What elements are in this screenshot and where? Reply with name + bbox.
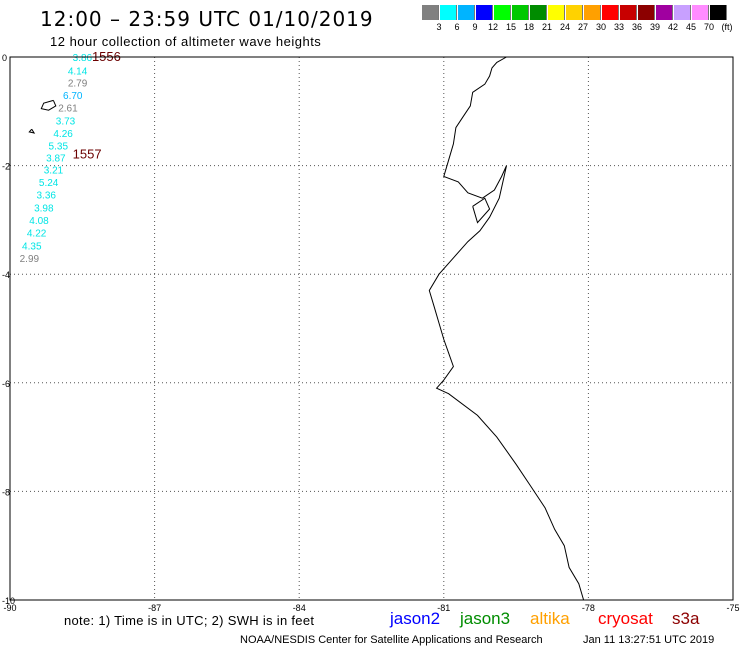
- satellite-name-s3a: s3a: [672, 609, 700, 628]
- legend-unit: (ft): [721, 22, 733, 32]
- legend-swatch: [710, 5, 727, 20]
- legend-label: 45: [685, 22, 696, 32]
- wave-height-label: 4.26: [53, 129, 73, 140]
- wave-height-label: 3.36: [37, 190, 57, 201]
- legend-label: 70: [703, 22, 714, 32]
- legend-swatch: [566, 5, 583, 20]
- wave-height-label: 4.22: [27, 228, 47, 239]
- axis-ticks: -90 -87 -84 -81 -78 -75 0 -2 -4 -6 -8 -10: [2, 53, 740, 613]
- legend-swatch: [530, 5, 547, 20]
- legend-swatch: [620, 5, 637, 20]
- legend-swatch: [674, 5, 691, 20]
- wave-height-label: 3.98: [34, 203, 54, 214]
- footer-note: note: 1) Time is in UTC; 2) SWH is in fe…: [64, 613, 315, 628]
- lat-tick-label: -8: [2, 487, 10, 497]
- wave-height-label: 5.24: [39, 178, 59, 189]
- wave-height-label: 3.73: [56, 117, 76, 128]
- satellite-name-jason2: jason2: [390, 609, 441, 628]
- legend-label: 12: [487, 22, 498, 32]
- wave-height-label: 4.14: [68, 67, 88, 78]
- lon-tick-label: -75: [726, 603, 739, 613]
- wave-height-label: 2.99: [20, 254, 40, 265]
- satellite-name-altika: altika: [530, 609, 570, 628]
- lat-tick-label: -2: [2, 162, 10, 172]
- lat-tick-label: -10: [2, 596, 15, 606]
- legend-label: 18: [523, 22, 534, 32]
- legend-swatch: [458, 5, 475, 20]
- lat-tick-label: -6: [2, 379, 10, 389]
- map-title: 12:00 – 23:59 UTC 01/10/2019: [40, 7, 374, 31]
- lat-tick-label: 0: [2, 53, 7, 63]
- wave-height-label: 6.70: [63, 91, 83, 102]
- wave-observations: 3.86 4.142.796.702.61 3.734.26 5.353.873.21…: [20, 49, 121, 265]
- lon-tick-label: -84: [293, 603, 306, 613]
- wave-height-label: 3.87: [46, 153, 66, 164]
- legend-swatch: [512, 5, 529, 20]
- wave-height-label: 3.86: [73, 53, 93, 64]
- wave-height-label: 4.35: [22, 241, 42, 252]
- legend-swatch: [692, 5, 709, 20]
- legend-label: 21: [541, 22, 552, 32]
- legend-swatch: [476, 5, 493, 20]
- legend-label: 24: [559, 22, 570, 32]
- wave-height-label: 5.35: [49, 142, 69, 153]
- lon-tick-label: -78: [582, 603, 595, 613]
- legend-label: 3: [436, 22, 442, 32]
- wave-height-label: 2.61: [58, 103, 78, 114]
- lon-tick-label: -90: [3, 603, 16, 613]
- lon-tick-label: -87: [148, 603, 161, 613]
- map-frame: [9, 56, 734, 601]
- legend-swatch: [602, 5, 619, 20]
- satellite-name-jason3: jason3: [460, 609, 511, 628]
- legend-swatch: [638, 5, 655, 20]
- pass-number-label: 1557: [73, 147, 102, 162]
- satellite-name-cryosat: cryosat: [598, 609, 653, 628]
- legend-label: 39: [649, 22, 660, 32]
- legend-swatch: [422, 5, 439, 20]
- legend-swatch: [584, 5, 601, 20]
- coastline: [28, 56, 585, 601]
- island-outline: [472, 197, 491, 224]
- legend-label: 33: [613, 22, 624, 32]
- legend-label: 27: [577, 22, 588, 32]
- lat-tick-label: -4: [2, 270, 10, 280]
- legend-label: 6: [454, 22, 460, 32]
- timestamp-text: Jan 11 13:27:51 UTC 2019: [583, 634, 715, 646]
- island-outline: [28, 128, 36, 134]
- wave-height-label: 2.79: [68, 79, 88, 90]
- map-grid: [10, 57, 733, 600]
- legend-swatch: [548, 5, 565, 20]
- legend-swatch: [440, 5, 457, 20]
- wave-height-label: 3.21: [44, 165, 64, 176]
- map-subtitle: 12 hour collection of altimeter wave hei…: [50, 34, 322, 49]
- legend-label: 42: [667, 22, 678, 32]
- legend-label: 9: [472, 22, 478, 32]
- lon-tick-label: -81: [437, 603, 450, 613]
- legend-swatch: [494, 5, 511, 20]
- wave-height-label: 4.08: [29, 216, 49, 227]
- island-outline: [40, 99, 57, 111]
- legend-label: 36: [631, 22, 642, 32]
- legend-label: 30: [595, 22, 606, 32]
- credit-text: NOAA/NESDIS Center for Satellite Applica…: [240, 634, 543, 646]
- coastline-path: [428, 56, 585, 601]
- legend-label: 15: [505, 22, 516, 32]
- legend-swatch: [656, 5, 673, 20]
